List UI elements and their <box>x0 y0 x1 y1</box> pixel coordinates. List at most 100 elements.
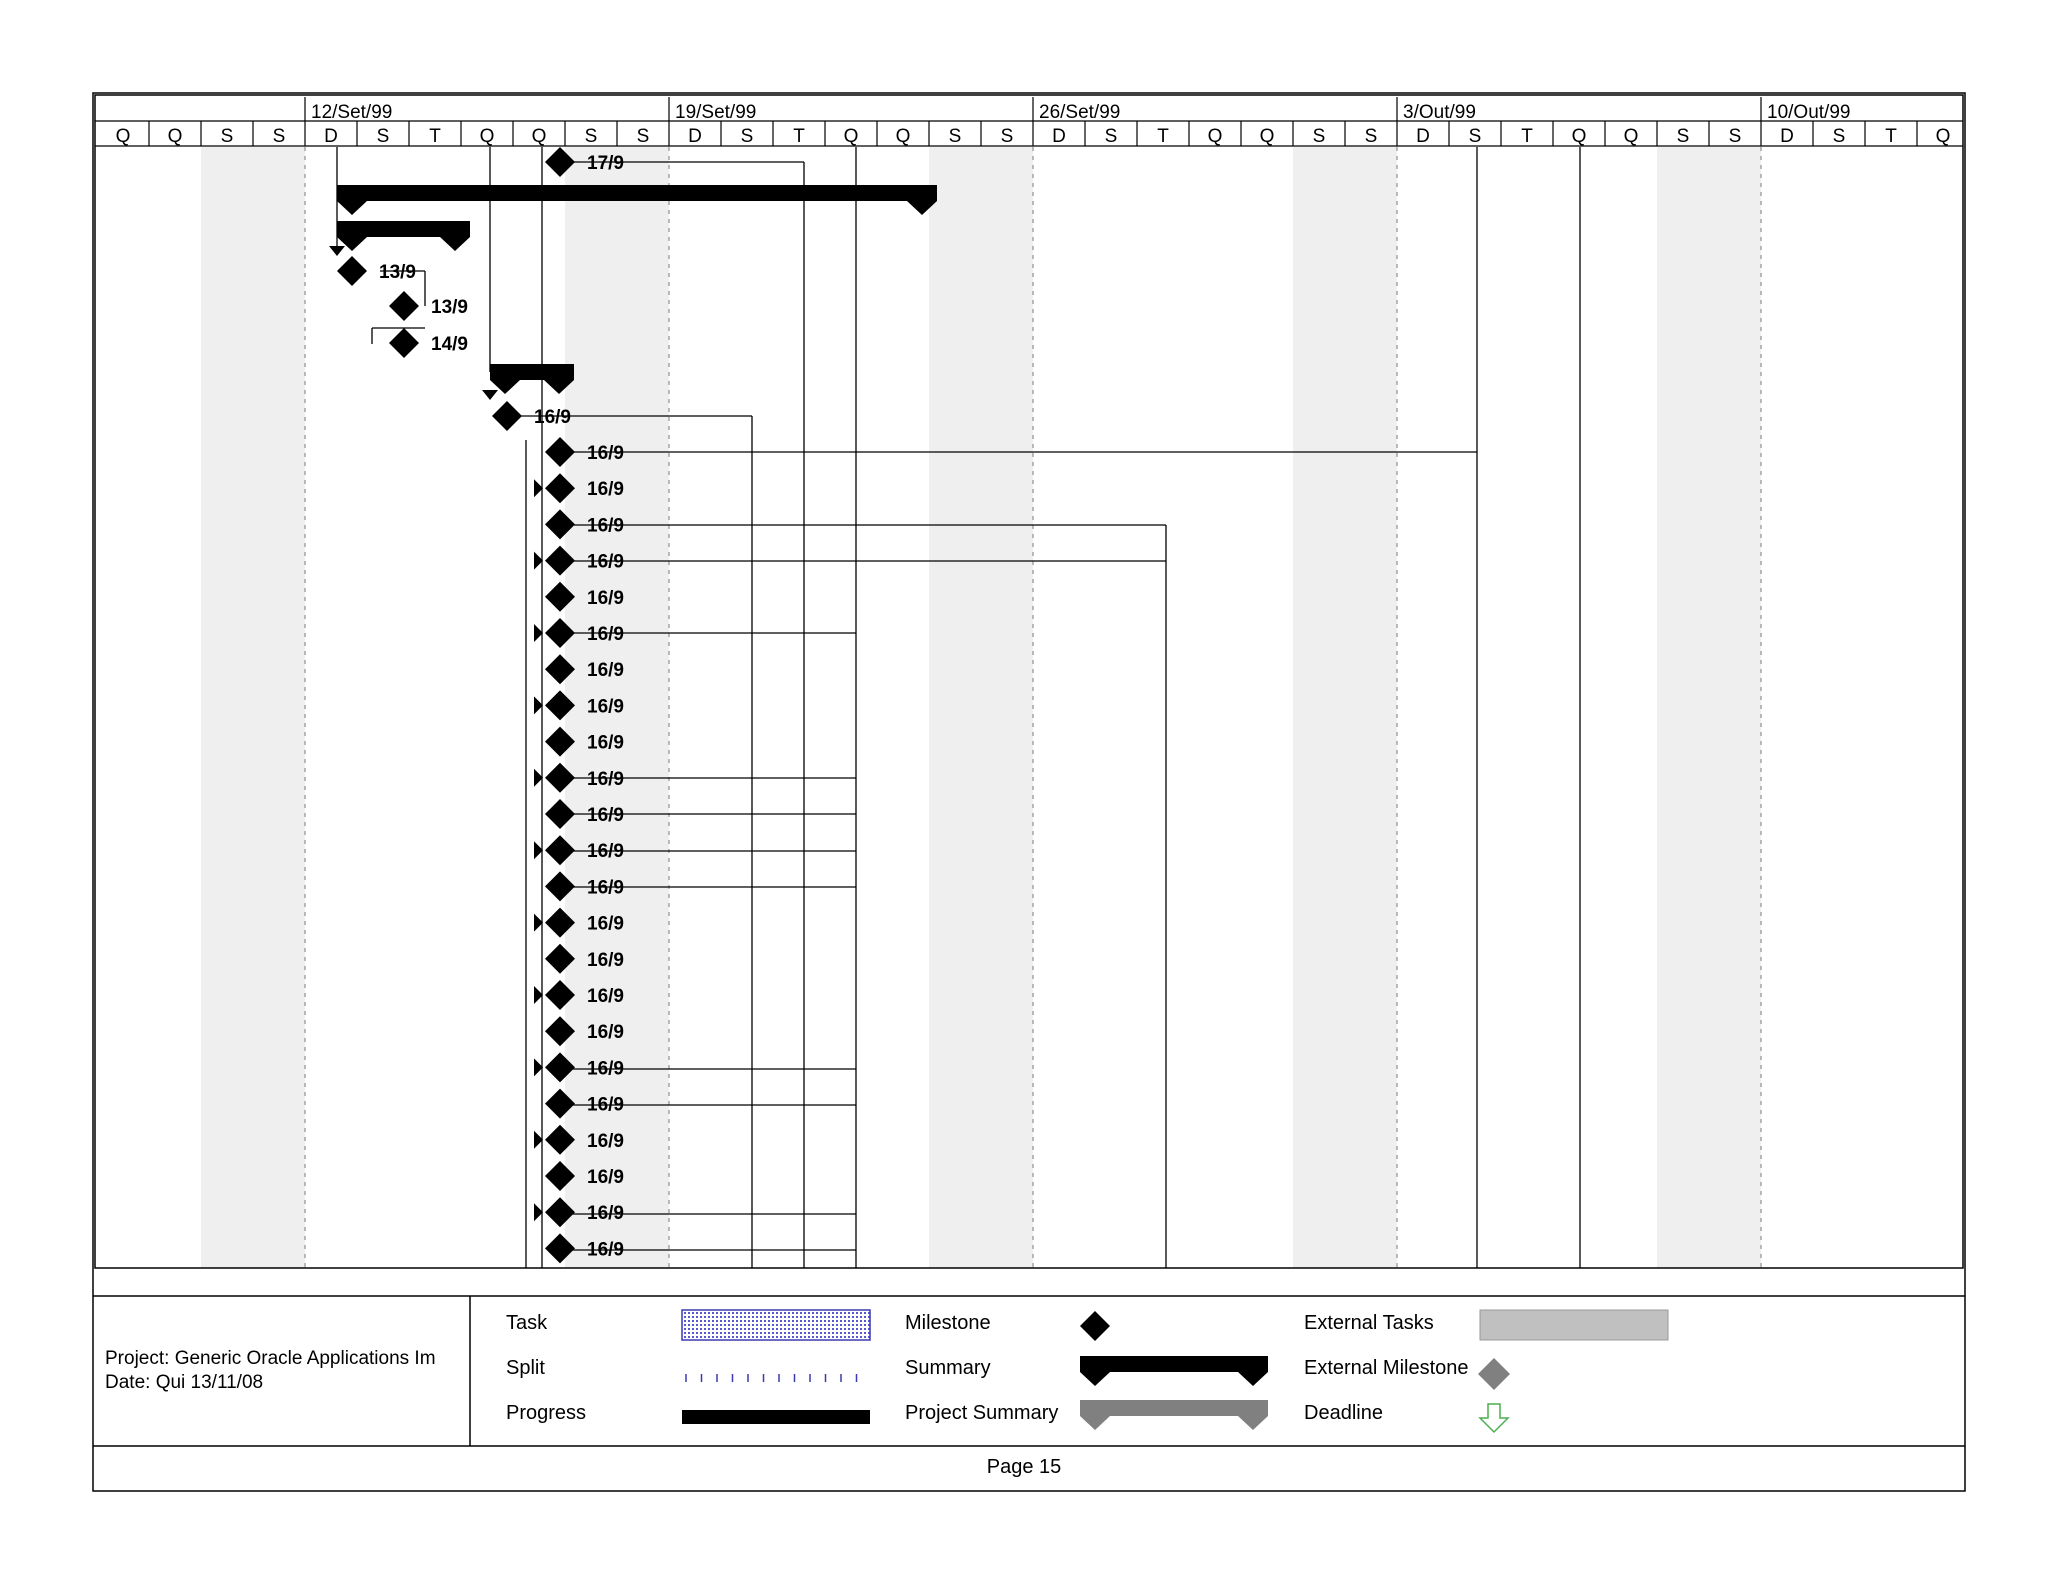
milestone-diamond <box>545 1088 575 1119</box>
legend-milestone-diamond <box>1080 1311 1110 1341</box>
day-label: S <box>1833 126 1846 147</box>
day-label: S <box>1001 126 1014 147</box>
weekend-band <box>1657 147 1761 1268</box>
page-frame <box>92 92 1966 1492</box>
page-outer-border <box>92 92 1966 1492</box>
gantt-area-border <box>94 94 1964 1269</box>
milestone-date-label: 16/9 <box>587 479 624 500</box>
milestone-diamond <box>545 1052 575 1083</box>
milestone-diamond <box>545 726 575 757</box>
timescale-header: 12/Set/99 19/Set/99 26/Set/99 3/Out/99 10/Ou… <box>95 97 1963 147</box>
milestone-date-label: 16/9 <box>587 1167 624 1188</box>
milestone-diamond <box>389 291 419 321</box>
milestone-date-label: 16/9 <box>587 1022 624 1043</box>
legend-project-summary-bar <box>1080 1400 1268 1430</box>
milestone-diamond <box>389 328 419 358</box>
day-label: D <box>1780 126 1794 147</box>
milestone-date-label: 13/9 <box>379 262 416 283</box>
page-number: Page 15 <box>986 1456 1062 1478</box>
predecessor-marker <box>534 1203 543 1222</box>
link-arrow <box>329 246 345 256</box>
milestone-date-label: 16/9 <box>587 950 624 971</box>
day-label: S <box>1313 126 1326 147</box>
milestone-date-label: 16/9 <box>587 986 624 1007</box>
legend-external-task-swatch <box>1479 1309 1669 1341</box>
weekend-band <box>565 147 669 1268</box>
summary-bar <box>337 221 470 251</box>
predecessor-marker <box>534 551 543 570</box>
milestone-diamond <box>545 654 575 685</box>
day-label: S <box>741 126 754 147</box>
day-label: S <box>1365 126 1378 147</box>
day-label: S <box>1105 126 1118 147</box>
milestone-diamond <box>545 1161 575 1191</box>
week-label: 3/Out/99 <box>1403 102 1476 123</box>
day-label: S <box>585 126 598 147</box>
day-label: S <box>221 126 234 147</box>
milestone-diamond <box>545 871 575 902</box>
predecessor-marker <box>534 1130 543 1149</box>
legend-progress-swatch <box>682 1410 870 1424</box>
dependency-links <box>336 147 1581 1268</box>
milestone-date-label: 16/9 <box>587 1095 624 1116</box>
legend-task-swatch <box>681 1309 871 1341</box>
milestone-diamond <box>545 799 575 829</box>
day-label: T <box>793 126 805 147</box>
milestone-marks: 17/9 13/9 13/9 14/9 16/9 16/9 16/9 16/9 16/9 16/9… <box>337 147 1110 1341</box>
milestone-diamond <box>545 1197 575 1228</box>
predecessor-marker <box>534 986 543 1004</box>
legend-milestone-label: Milestone <box>905 1312 991 1334</box>
legend-split-label: Split <box>506 1357 545 1379</box>
milestone-date-label: 17/9 <box>587 153 624 174</box>
day-label: T <box>1885 126 1897 147</box>
day-label: Q <box>532 126 547 147</box>
milestone-date-label: 16/9 <box>587 1239 624 1260</box>
day-label: S <box>1469 126 1482 147</box>
link-arrow <box>482 390 498 400</box>
milestone-diamond <box>545 835 575 866</box>
day-label: Q <box>1572 126 1587 147</box>
day-label: S <box>637 126 650 147</box>
legend-task-label: Task <box>506 1312 548 1334</box>
week-label: 10/Out/99 <box>1767 102 1850 123</box>
milestone-diamond <box>545 907 575 938</box>
predecessor-marker <box>534 624 543 642</box>
day-label: S <box>377 126 390 147</box>
day-label: T <box>429 126 441 147</box>
day-label: Q <box>844 126 859 147</box>
day-label: Q <box>168 126 183 147</box>
day-label: Q <box>896 126 911 147</box>
project-name: Project: Generic Oracle Applications Im <box>105 1348 436 1369</box>
milestone-date-label: 13/9 <box>431 297 468 318</box>
summary-bars <box>329 185 937 400</box>
milestone-diamond <box>545 581 575 612</box>
day-label: Q <box>1208 126 1223 147</box>
legend-deadline-label: Deadline <box>1304 1402 1383 1424</box>
legend-external-milestone-diamond <box>1478 1358 1510 1390</box>
milestone-date-label: 16/9 <box>587 841 624 862</box>
day-label: D <box>1052 126 1066 147</box>
milestone-date-label: 16/9 <box>587 696 624 717</box>
day-label: T <box>1157 126 1169 147</box>
milestone-date-label: 16/9 <box>587 1058 624 1079</box>
summary-bar <box>490 364 574 394</box>
milestone-diamond <box>545 618 575 648</box>
legend-progress-label: Progress <box>506 1402 587 1424</box>
milestone-diamond <box>545 545 575 576</box>
milestone-date-label: 16/9 <box>534 407 571 428</box>
legend-summary-label: Summary <box>905 1357 991 1379</box>
week-label: 26/Set/99 <box>1039 102 1120 123</box>
milestone-date-label: 16/9 <box>587 552 624 573</box>
milestone-date-label: 16/9 <box>587 660 624 681</box>
milestone-date-label: 16/9 <box>587 443 624 464</box>
milestone-diamond <box>492 401 522 431</box>
day-label: D <box>1416 126 1430 147</box>
milestone-date-label: 16/9 <box>587 733 624 754</box>
milestone-date-label: 14/9 <box>431 334 468 355</box>
project-info: Project: Generic Oracle Applications Im … <box>105 1347 436 1395</box>
day-label: S <box>273 126 286 147</box>
milestone-diamond <box>545 509 575 540</box>
predecessor-marker <box>534 768 543 787</box>
milestone-date-label: 16/9 <box>587 914 624 935</box>
